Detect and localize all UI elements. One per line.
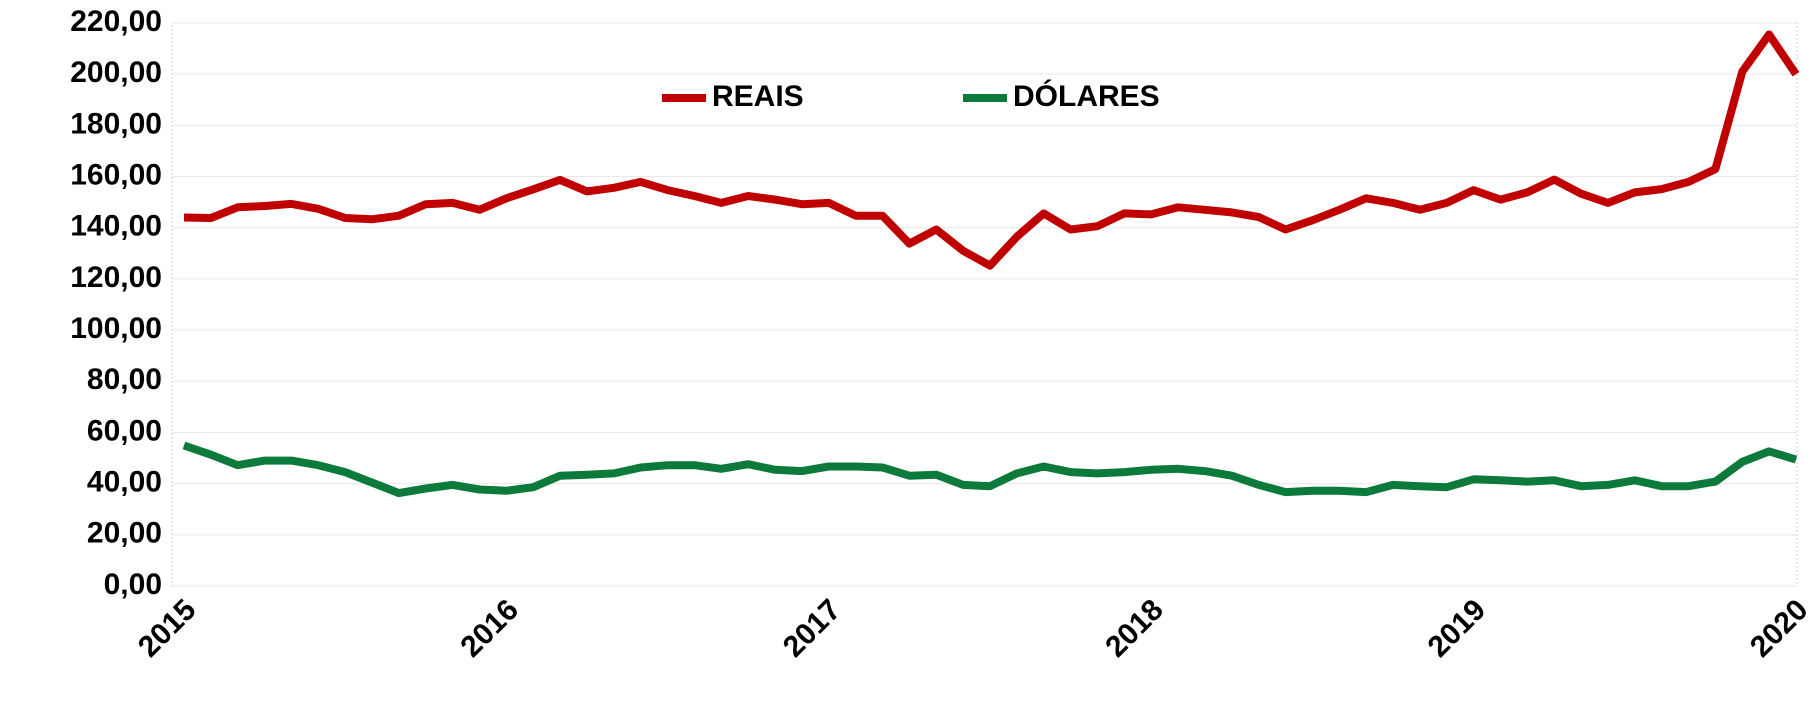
x-tick-label: 2016: [454, 593, 525, 664]
y-tick-label: 100,00: [70, 312, 162, 345]
y-tick-label: 20,00: [87, 517, 162, 550]
y-tick-label: 60,00: [87, 414, 162, 447]
legend-label: REAIS: [712, 80, 804, 113]
y-tick-label: 120,00: [70, 261, 162, 294]
y-tick-label: 200,00: [70, 56, 162, 89]
y-tick-label: 180,00: [70, 107, 162, 140]
series-line: [182, 441, 1798, 498]
y-tick-label: 160,00: [70, 158, 162, 191]
series-line: [183, 30, 1800, 270]
x-tick-label: 2017: [777, 593, 848, 664]
y-tick-label: 140,00: [70, 210, 162, 243]
y-tick-label: 0,00: [104, 568, 162, 601]
plot-frame: [171, 22, 1798, 587]
y-tick-label: 220,00: [70, 5, 162, 38]
x-tick-label: 2015: [132, 593, 203, 664]
legend-label: DÓLARES: [1013, 79, 1160, 113]
x-tick-label: 2020: [1744, 593, 1815, 664]
x-tick-label: 2019: [1422, 593, 1493, 664]
y-tick-label: 40,00: [87, 466, 162, 499]
x-tick-label: 2018: [1099, 593, 1170, 664]
y-tick-label: 80,00: [87, 363, 162, 396]
